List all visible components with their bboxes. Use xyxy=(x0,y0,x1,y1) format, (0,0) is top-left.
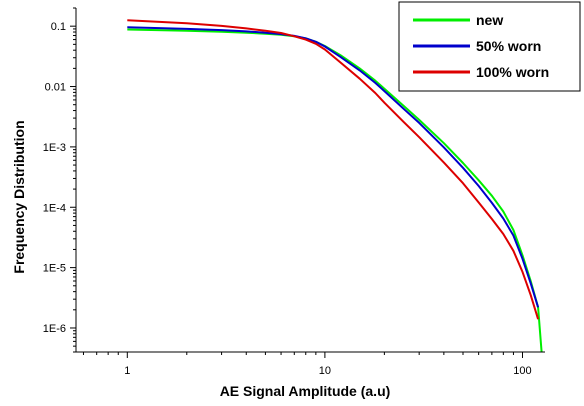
y-tick-label: 1E-4 xyxy=(43,202,66,214)
y-tick-label: 1E-6 xyxy=(43,323,66,335)
axes: 1 10 100 0.1 0.01 1E-3 1E-4 1E-5 1E-6 xyxy=(43,7,545,377)
y-tick-label: 0.1 xyxy=(51,21,66,33)
x-tick-label: 1 xyxy=(124,365,130,377)
y-tick-label: 0.01 xyxy=(45,82,66,94)
x-ticks: 1 10 100 xyxy=(82,352,532,377)
y-tick-label: 1E-3 xyxy=(43,142,66,154)
y-ticks: 0.1 0.01 1E-3 1E-4 1E-5 1E-6 xyxy=(43,7,76,353)
x-axis-title: AE Signal Amplitude (a.u) xyxy=(220,383,391,399)
legend-label: new xyxy=(476,12,503,28)
legend-label: 100% worn xyxy=(476,64,549,80)
y-axis-title: Frequency Distribution xyxy=(11,120,27,273)
x-tick-label: 100 xyxy=(513,365,531,377)
y-tick-label: 1E-5 xyxy=(43,263,66,275)
series-line-100-worn xyxy=(127,19,540,320)
plot-lines xyxy=(127,19,543,353)
legend: new 50% worn 100% worn xyxy=(398,1,581,92)
x-tick-label: 10 xyxy=(319,365,331,377)
series-line-50-worn xyxy=(127,26,540,308)
legend-label: 50% worn xyxy=(476,38,541,54)
